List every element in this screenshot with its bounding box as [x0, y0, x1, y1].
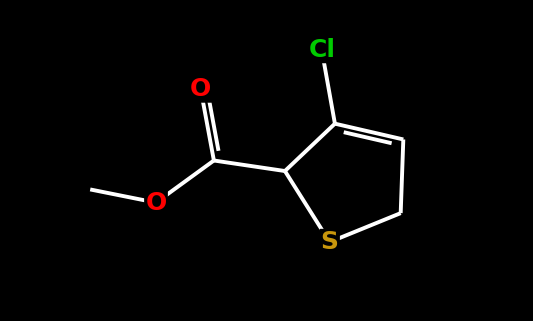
Text: S: S: [321, 230, 338, 254]
Text: O: O: [146, 191, 167, 215]
Text: O: O: [190, 77, 212, 101]
Text: Cl: Cl: [308, 38, 335, 62]
